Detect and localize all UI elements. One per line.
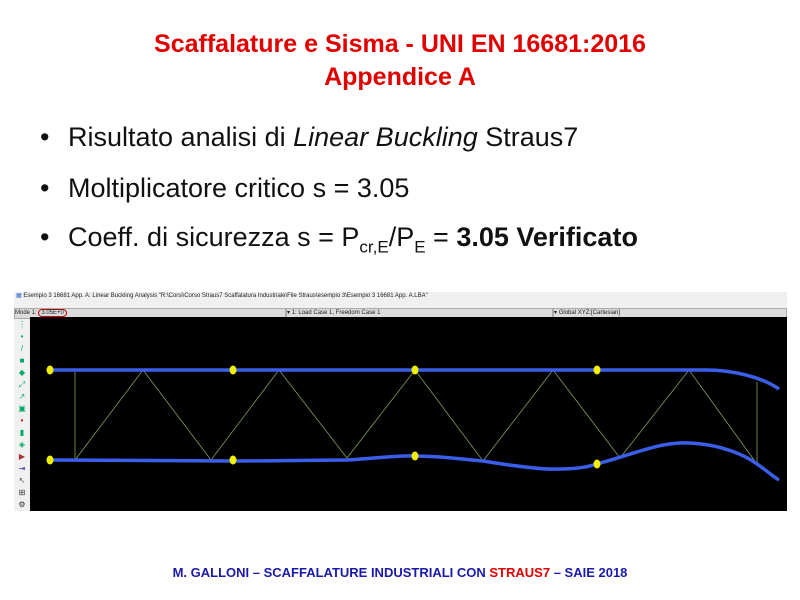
bullet-text: /P <box>388 222 415 252</box>
beam-icon[interactable]: / <box>20 344 24 353</box>
cylinder-icon[interactable]: ▮ <box>19 428 25 437</box>
pointer-icon[interactable]: ↖ <box>18 476 26 485</box>
node-icon[interactable]: • <box>20 332 24 341</box>
toolbar: ⋮ • / ■ ◆ ⤢ ↗ ▣ • ▮ ◈ ▶ ⇥ ↖ ⊞ ⚙ <box>14 318 30 511</box>
nodes <box>46 365 601 469</box>
bullet-text: = <box>425 222 457 252</box>
top-chord <box>50 368 780 391</box>
bullet-text: Risultato analisi di <box>68 122 294 152</box>
connection-icon[interactable]: ↗ <box>18 392 26 401</box>
load-icon[interactable]: ▣ <box>18 404 26 413</box>
footer-text: M. GALLONI – SCAFFALATURE INDUSTRIALI CO… <box>172 565 490 580</box>
slide-subtitle: Appendice A <box>324 63 476 91</box>
ruler-icon[interactable]: ◈ <box>18 440 26 449</box>
link-icon[interactable]: ⤢ <box>18 380 26 389</box>
plate-icon[interactable]: ■ <box>19 356 25 365</box>
settings-icon[interactable]: ⚙ <box>18 500 26 509</box>
subscript: cr,E <box>359 237 389 257</box>
node <box>593 365 601 375</box>
node <box>46 455 54 465</box>
point-icon[interactable]: • <box>20 416 24 425</box>
app-icon: ▦ <box>16 293 22 299</box>
grid-icon[interactable]: ⋮ <box>18 320 26 329</box>
slide-title: Scaffalature e Sisma - UNI EN 16681:2016 <box>154 30 646 58</box>
node <box>229 365 237 375</box>
node <box>411 451 419 461</box>
footer-brand: STRAUS7 <box>489 565 551 580</box>
truss-braces <box>74 369 758 466</box>
bullet-text: Coeff. di sicurezza s = P <box>68 222 360 252</box>
bullet-2: • Moltiplicatore critico s = 3.05 <box>40 173 410 203</box>
bullet-1: • Risultato analisi di Linear Buckling St… <box>40 122 579 152</box>
load-case-value: 1: Load Case 1, Freedom Case 1 <box>291 310 381 316</box>
bullet-text: Straus7 <box>477 122 579 152</box>
bullet-3: • Coeff. di sicurezza s = Pcr,E/PE = 3.05… <box>40 222 638 257</box>
node <box>46 365 54 375</box>
window-title: ▦ Esempio 3 16681 App. A: Linear Bucklin… <box>16 292 428 299</box>
buckled-truss <box>46 365 780 482</box>
window-title-text: Esempio 3 16681 App. A: Linear Buckling … <box>23 293 428 299</box>
coord-system-value: Global XYZ:[Cartesian] <box>558 310 621 316</box>
subscript: E <box>414 237 426 257</box>
bullet-italic: Linear Buckling <box>293 122 478 152</box>
model-viewport[interactable] <box>30 317 787 511</box>
footer-text: – SAIE 2018 <box>550 565 628 580</box>
bullet-bold: 3.05 Verificato <box>456 222 638 252</box>
node <box>593 459 601 469</box>
brick-icon[interactable]: ◆ <box>18 368 26 377</box>
flag-icon[interactable]: ▶ <box>18 452 26 461</box>
mode-value: 3.05E+0 <box>38 309 67 317</box>
footer: M. GALLONI – SCAFFALATURE INDUSTRIALI CO… <box>0 565 800 580</box>
straus7-screenshot: ▦ Esempio 3 16681 App. A: Linear Bucklin… <box>14 292 787 511</box>
table-icon[interactable]: ⊞ <box>18 488 26 497</box>
bullet-text: Moltiplicatore critico s = 3.05 <box>68 173 410 203</box>
mode-label: Mode 1: <box>15 310 37 316</box>
node <box>229 455 237 465</box>
arrow-icon[interactable]: ⇥ <box>18 464 26 473</box>
bottom-chord <box>49 441 780 482</box>
node <box>411 365 419 375</box>
